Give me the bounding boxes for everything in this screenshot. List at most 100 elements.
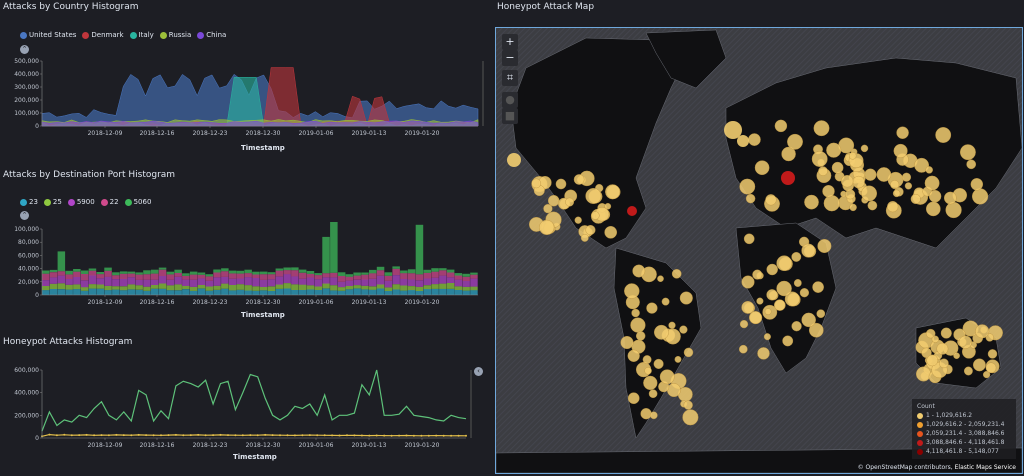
bar-segment[interactable]	[104, 270, 112, 277]
attack-marker[interactable]	[928, 189, 942, 203]
bar-segment[interactable]	[298, 272, 307, 279]
bar-segment[interactable]	[446, 277, 455, 283]
bar-segment[interactable]	[462, 273, 470, 277]
attack-marker[interactable]	[801, 312, 816, 328]
bar-segment[interactable]	[42, 273, 50, 280]
bar-segment[interactable]	[298, 278, 307, 285]
bar-segment[interactable]	[236, 270, 245, 274]
draw-tool-icon[interactable]: ●	[502, 92, 518, 108]
attack-marker[interactable]	[573, 174, 585, 185]
attack-marker[interactable]	[555, 178, 567, 190]
bar-segment[interactable]	[392, 266, 400, 269]
bar-segment[interactable]	[252, 290, 260, 295]
legend-item[interactable]: Russia	[159, 31, 191, 39]
bar-segment[interactable]	[322, 283, 330, 289]
bar-segment[interactable]	[158, 267, 167, 270]
bar-segment[interactable]	[283, 288, 291, 296]
attack-marker[interactable]	[741, 275, 755, 289]
bar-segment[interactable]	[252, 286, 260, 291]
bar-segment[interactable]	[446, 269, 455, 273]
attack-marker[interactable]	[921, 347, 932, 358]
attack-marker[interactable]	[876, 167, 892, 182]
bar-segment[interactable]	[49, 277, 58, 284]
bar-segment[interactable]	[454, 275, 463, 280]
bar-segment[interactable]	[73, 271, 81, 277]
bar-segment[interactable]	[439, 268, 447, 271]
bar-segment[interactable]	[369, 289, 377, 295]
bar-segment[interactable]	[221, 268, 229, 272]
attack-marker[interactable]	[823, 195, 840, 212]
attack-marker[interactable]	[739, 178, 756, 195]
attack-marker[interactable]	[867, 200, 878, 211]
attack-marker[interactable]	[748, 311, 762, 325]
draw-rect-icon[interactable]: ■	[502, 108, 518, 124]
attack-marker[interactable]	[743, 233, 755, 245]
bar-segment[interactable]	[400, 270, 408, 274]
bar-segment[interactable]	[65, 270, 73, 275]
bar-segment[interactable]	[415, 286, 424, 291]
bar-segment[interactable]	[400, 285, 408, 291]
bar-segment[interactable]	[423, 269, 432, 273]
bar-segment[interactable]	[127, 277, 136, 285]
bar-segment[interactable]	[236, 289, 245, 295]
zoom-out-button[interactable]: −	[502, 50, 518, 66]
bar-segment[interactable]	[135, 289, 143, 295]
bar-segment[interactable]	[369, 273, 377, 279]
attack-marker[interactable]	[983, 371, 991, 379]
bar-segment[interactable]	[88, 284, 97, 289]
bar-segment[interactable]	[298, 290, 307, 295]
bar-segment[interactable]	[337, 281, 346, 288]
bar-segment[interactable]	[42, 290, 50, 295]
bar-segment[interactable]	[423, 285, 432, 290]
bar-segment[interactable]	[330, 277, 338, 286]
bar-segment[interactable]	[446, 289, 455, 295]
legend-toggle-icon[interactable]: ⌃	[20, 211, 29, 220]
bar-segment[interactable]	[236, 278, 245, 285]
bar-segment[interactable]	[384, 287, 393, 291]
legend-item[interactable]: Denmark	[82, 31, 124, 39]
bar-segment[interactable]	[446, 283, 455, 289]
attack-marker[interactable]	[963, 366, 973, 376]
legend-item[interactable]: 23	[20, 198, 38, 206]
bar-segment[interactable]	[345, 289, 354, 295]
attack-marker[interactable]	[774, 119, 788, 133]
attack-marker[interactable]	[939, 358, 949, 369]
bar-segment[interactable]	[205, 276, 214, 281]
bar-segment[interactable]	[73, 284, 81, 290]
attack-marker[interactable]	[635, 331, 646, 341]
attack-marker[interactable]	[904, 182, 913, 190]
legend-item[interactable]: China	[197, 31, 226, 39]
attack-marker[interactable]	[925, 166, 933, 174]
attack-marker[interactable]	[763, 333, 771, 341]
bar-segment[interactable]	[275, 270, 284, 277]
attack-marker[interactable]	[668, 321, 676, 329]
attack-marker[interactable]	[659, 369, 675, 385]
attack-marker[interactable]	[926, 328, 936, 339]
line-series[interactable]	[41, 369, 467, 432]
attack-marker[interactable]	[935, 127, 952, 143]
attack-marker[interactable]	[757, 347, 770, 360]
attack-marker[interactable]	[987, 349, 998, 359]
bar-segment[interactable]	[127, 289, 136, 296]
bar-segment[interactable]	[104, 276, 112, 286]
attack-marker[interactable]	[816, 309, 826, 319]
legend-item[interactable]: 25	[43, 198, 62, 206]
bar-segment[interactable]	[119, 273, 128, 279]
bar-segment[interactable]	[439, 283, 447, 289]
bar-segment[interactable]	[252, 274, 260, 279]
bar-segment[interactable]	[322, 288, 330, 296]
bar-segment[interactable]	[283, 267, 291, 271]
bar-segment[interactable]	[151, 285, 159, 289]
bar-segment[interactable]	[337, 276, 346, 282]
bar-segment[interactable]	[462, 281, 470, 287]
bar-segment[interactable]	[400, 290, 408, 295]
bar-segment[interactable]	[454, 273, 463, 276]
fit-bounds-icon[interactable]: ⌗	[502, 70, 518, 86]
bar-segment[interactable]	[431, 288, 439, 295]
bar-segment[interactable]	[470, 286, 478, 291]
attack-marker[interactable]	[630, 317, 646, 333]
bar-segment[interactable]	[314, 286, 323, 291]
legend-item[interactable]: 5900	[67, 198, 95, 206]
attack-marker[interactable]	[674, 355, 682, 363]
bar-segment[interactable]	[88, 275, 97, 285]
